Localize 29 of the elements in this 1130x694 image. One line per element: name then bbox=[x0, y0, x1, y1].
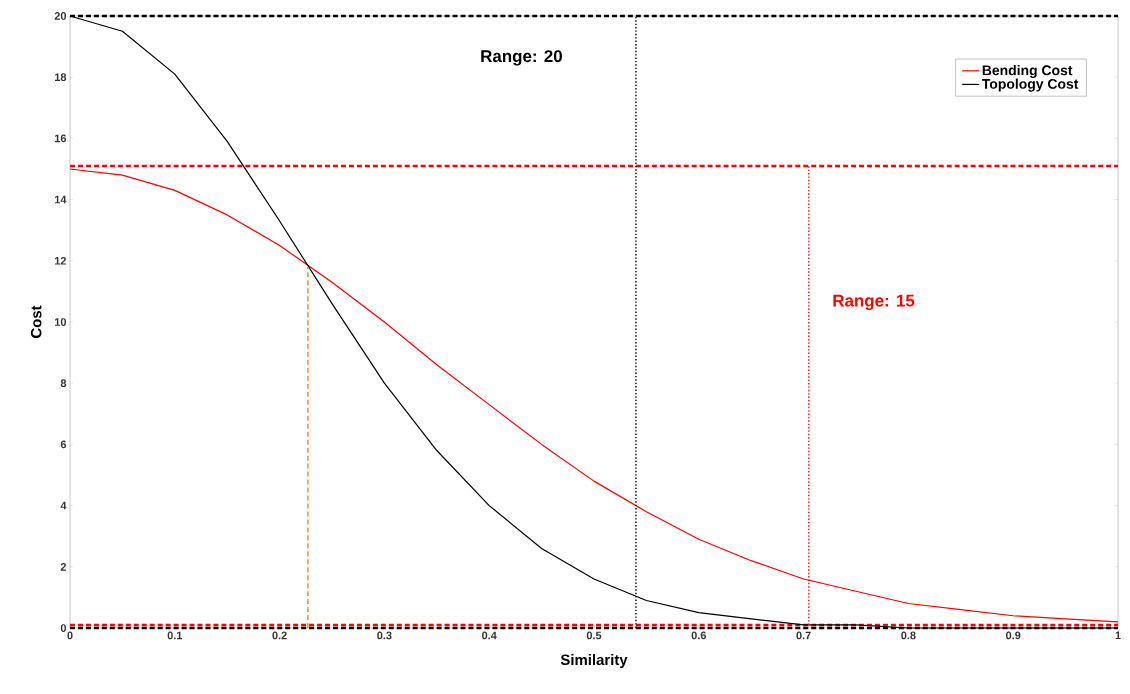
x-tick-label: 0.5 bbox=[586, 631, 602, 640]
y-tick-label: 6 bbox=[60, 440, 67, 449]
x-tick-label: 1 bbox=[1115, 631, 1121, 640]
x-tick-label: 0.4 bbox=[482, 631, 497, 640]
x-tick-label: 0.1 bbox=[167, 631, 183, 640]
y-tick-label: 12 bbox=[54, 256, 67, 265]
y-tick-label: 8 bbox=[60, 379, 67, 388]
y-tick-label: 10 bbox=[54, 318, 67, 326]
x-tick-label: 0.7 bbox=[796, 631, 811, 640]
line-series bbox=[69, 168, 1119, 623]
y-tick-label: 2 bbox=[60, 562, 67, 571]
x-tick-label: 0.3 bbox=[377, 631, 392, 640]
annotation: Range: 20 bbox=[481, 50, 562, 66]
y-tick-label: 14 bbox=[54, 195, 67, 204]
y-axis-title: Cost bbox=[30, 305, 42, 338]
annotation: Range: 15 bbox=[833, 294, 915, 311]
y-tick-label: 18 bbox=[54, 73, 67, 82]
x-tick-label: 0 bbox=[67, 631, 73, 640]
x-tick-label: 0.6 bbox=[691, 631, 707, 640]
legend-label: Topology Cost bbox=[981, 78, 1079, 92]
x-tick-label: 0.9 bbox=[1006, 631, 1021, 640]
y-tick-label: 20 bbox=[54, 12, 67, 20]
legend-label: Bending Cost bbox=[982, 65, 1073, 79]
y-tick-label: 0 bbox=[60, 624, 67, 632]
y-tick-label: 4 bbox=[60, 501, 67, 510]
x-tick-label: 0.8 bbox=[901, 631, 916, 640]
x-axis-title: Similarity bbox=[560, 654, 628, 669]
y-tick-label: 16 bbox=[54, 134, 67, 143]
x-tick-label: 0.2 bbox=[272, 631, 287, 640]
